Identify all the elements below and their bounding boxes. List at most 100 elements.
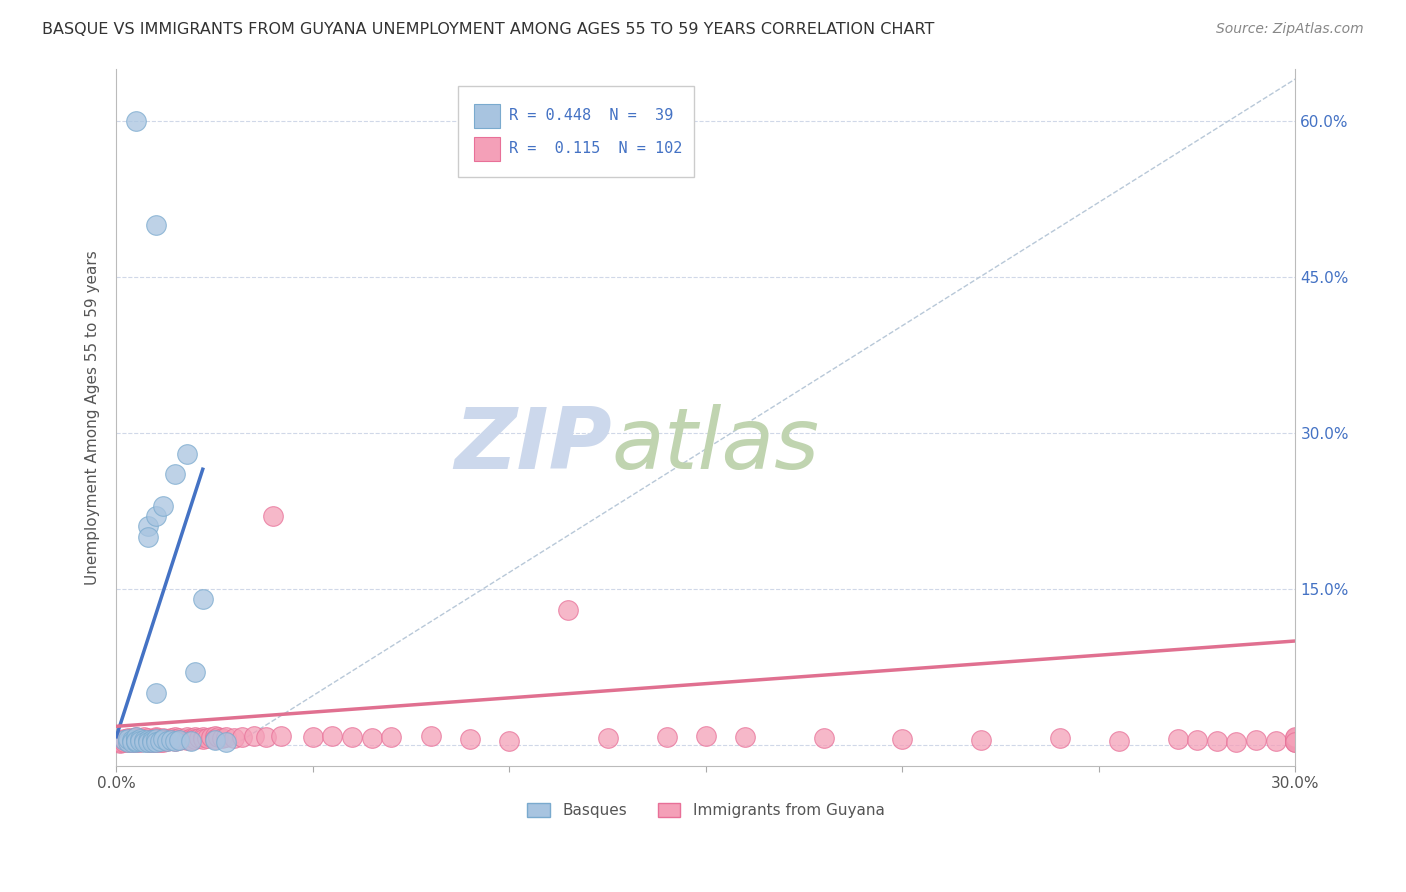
Point xyxy=(380,730,402,744)
Point xyxy=(191,592,214,607)
Point xyxy=(141,735,163,749)
Point xyxy=(215,735,238,749)
Point xyxy=(128,731,150,746)
Point xyxy=(1284,734,1306,748)
Point xyxy=(132,731,155,746)
Point xyxy=(136,734,159,748)
Point xyxy=(108,735,131,749)
Point xyxy=(301,730,323,744)
Point xyxy=(1284,730,1306,744)
Point xyxy=(891,731,914,746)
Point xyxy=(145,218,167,232)
Point xyxy=(141,734,163,748)
Point xyxy=(156,734,179,748)
Point xyxy=(195,731,218,745)
Point xyxy=(156,731,179,746)
Point xyxy=(254,730,277,744)
Point xyxy=(1108,734,1130,748)
Point xyxy=(117,735,139,749)
FancyBboxPatch shape xyxy=(474,103,499,128)
Point xyxy=(215,730,238,744)
Point xyxy=(176,447,198,461)
Point xyxy=(419,729,441,743)
Point xyxy=(136,731,159,745)
Point xyxy=(165,730,187,744)
Point xyxy=(557,603,579,617)
Point xyxy=(1244,732,1267,747)
Point xyxy=(108,736,131,750)
Point xyxy=(132,730,155,744)
Point xyxy=(180,734,202,748)
Point xyxy=(1205,734,1227,748)
Point xyxy=(117,731,139,745)
Point xyxy=(695,729,717,743)
Point xyxy=(112,732,135,747)
Point xyxy=(136,530,159,544)
Point xyxy=(145,731,167,746)
Point xyxy=(152,499,174,513)
Point xyxy=(231,730,253,744)
Point xyxy=(160,732,183,747)
Point xyxy=(167,732,190,747)
Point xyxy=(125,732,148,747)
Point xyxy=(165,731,187,746)
Point xyxy=(1284,732,1306,747)
Point xyxy=(117,735,139,749)
Point xyxy=(148,734,170,748)
Point xyxy=(112,735,135,749)
Point xyxy=(148,732,170,747)
Point xyxy=(167,732,190,747)
Point xyxy=(204,731,226,746)
Point xyxy=(132,735,155,749)
Point xyxy=(125,731,148,746)
Point xyxy=(125,735,148,749)
Point xyxy=(125,734,148,748)
Point xyxy=(125,732,148,747)
Point xyxy=(224,731,246,745)
Point xyxy=(176,730,198,744)
Point xyxy=(165,467,187,482)
Point xyxy=(243,729,266,743)
Point xyxy=(321,729,343,743)
Point xyxy=(152,735,174,749)
Point xyxy=(180,732,202,747)
Text: R = 0.448  N =  39: R = 0.448 N = 39 xyxy=(509,109,673,123)
Point xyxy=(813,731,835,745)
Point xyxy=(1284,731,1306,746)
Point xyxy=(160,732,183,747)
Point xyxy=(734,730,756,744)
Point xyxy=(136,735,159,749)
Point xyxy=(136,735,159,749)
Point xyxy=(156,734,179,748)
Y-axis label: Unemployment Among Ages 55 to 59 years: Unemployment Among Ages 55 to 59 years xyxy=(86,250,100,584)
Point xyxy=(125,113,148,128)
Point xyxy=(148,735,170,749)
Point xyxy=(117,731,139,746)
Point xyxy=(152,731,174,745)
Point xyxy=(184,731,207,746)
Point xyxy=(160,731,183,745)
Text: Source: ZipAtlas.com: Source: ZipAtlas.com xyxy=(1216,22,1364,37)
Point xyxy=(200,730,222,744)
Point xyxy=(117,731,139,746)
Point xyxy=(125,734,148,748)
Point xyxy=(184,730,207,744)
Point xyxy=(108,734,131,748)
Point xyxy=(204,732,226,747)
Point xyxy=(145,732,167,747)
Point xyxy=(125,730,148,744)
Point xyxy=(165,734,187,748)
Point xyxy=(191,730,214,744)
Point xyxy=(970,732,993,747)
Point xyxy=(128,735,150,749)
Point xyxy=(207,730,229,744)
Point xyxy=(121,732,143,747)
Point xyxy=(1049,731,1071,745)
FancyBboxPatch shape xyxy=(458,86,695,177)
Point xyxy=(180,731,202,745)
Point xyxy=(121,735,143,749)
Point xyxy=(187,731,209,745)
Point xyxy=(152,732,174,747)
Point xyxy=(211,731,233,745)
Point xyxy=(132,734,155,748)
